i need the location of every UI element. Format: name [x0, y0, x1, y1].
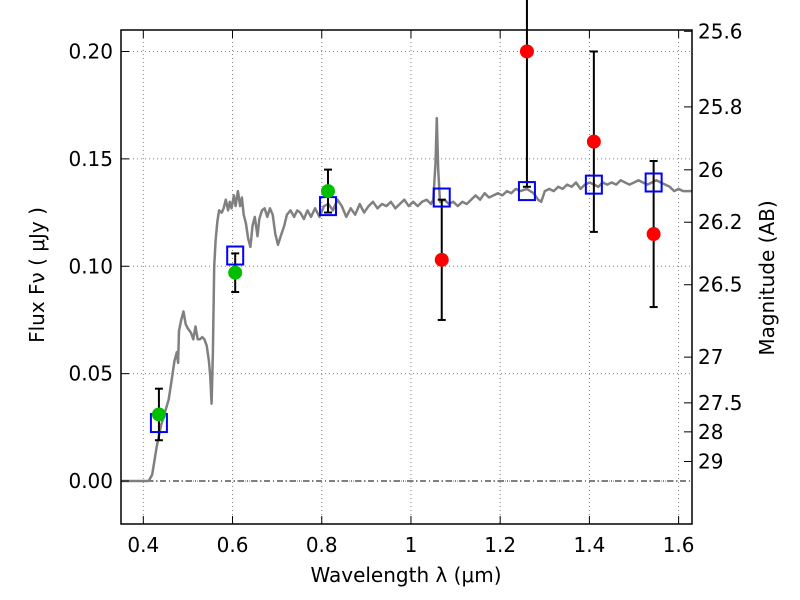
- y-tick-label: 0.00: [68, 469, 113, 493]
- magnitude-tick-label: 25.6: [698, 19, 743, 43]
- model-photometry-square: [644, 172, 663, 193]
- y-tick-label: 0.05: [68, 362, 113, 386]
- detection-point-red: [434, 252, 449, 267]
- magnitude-tick-label: 28: [698, 420, 723, 444]
- magnitude-tick-label: 26: [698, 158, 723, 182]
- y-axis-label: Flux Fν ( μJy ): [25, 207, 49, 343]
- x-tick-label: 1.6: [663, 533, 695, 557]
- magnitude-tick-label: 26.2: [698, 210, 743, 234]
- magnitude-tick-label: 27.5: [698, 391, 743, 415]
- magnitude-tick-label: 29: [698, 449, 723, 473]
- model-spectrum-line: [121, 116, 692, 483]
- grid: [121, 30, 692, 524]
- model-photometry-square: [432, 187, 451, 208]
- model-photometry-square: [584, 174, 603, 195]
- x-tick-label: 0.6: [217, 533, 249, 557]
- magnitude-tick-label: 27: [698, 345, 723, 369]
- detection-point-red: [646, 227, 661, 242]
- y-tick-label: 0.15: [68, 147, 113, 171]
- detection-point-red: [586, 134, 601, 149]
- axis-ticks: 0.4 0.6 0.8 1 1.2 1.4 1.6 0.00 0.05 0.10 0.15 0.20 2…: [68, 19, 742, 557]
- y-tick-label: 0.10: [68, 254, 113, 278]
- model-spectrum: [121, 116, 692, 483]
- data-points: [149, 44, 663, 434]
- magnitude-axis-label: Magnitude (AB): [755, 200, 779, 355]
- x-tick-label: 0.8: [306, 533, 338, 557]
- detection-point-green: [320, 184, 335, 199]
- y-tick-label: 0.20: [68, 39, 113, 63]
- model-photometry-square: [226, 245, 245, 266]
- magnitude-tick-label: 25.8: [698, 95, 743, 119]
- detection-point-green: [151, 407, 166, 422]
- detection-point-red: [519, 44, 534, 59]
- x-tick-label: 1.4: [573, 533, 605, 557]
- x-tick-label: 1.2: [484, 533, 516, 557]
- x-tick-label: 0.4: [127, 533, 159, 557]
- model-photometry-square: [517, 181, 536, 202]
- detection-point-green: [228, 265, 243, 280]
- x-axis-label: Wavelength λ (μm): [310, 563, 501, 587]
- error-bars: [154, 0, 658, 442]
- plot-frame: [120, 29, 693, 525]
- magnitude-tick-label: 26.5: [698, 273, 743, 297]
- x-tick-label: 1: [405, 533, 418, 557]
